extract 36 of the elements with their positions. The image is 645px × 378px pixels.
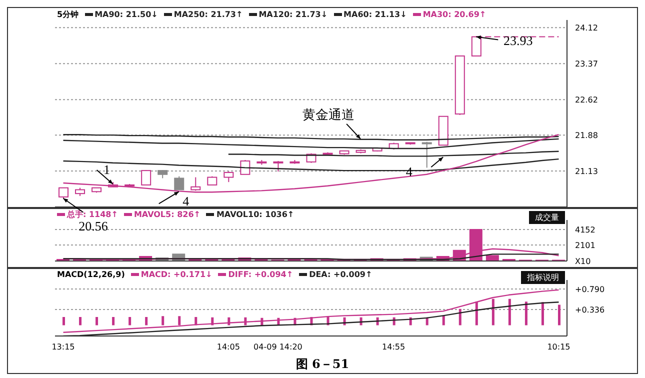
y-tick-label: 24.12 <box>575 24 598 33</box>
y-tick-label: +0.790 <box>575 284 605 294</box>
legend-label: MA60: 21.13↓ <box>342 10 407 19</box>
legend-label: MA120: 21.73↓ <box>258 10 328 19</box>
annotation: 23.93 <box>504 32 533 48</box>
legend-label: DIFF: +0.094↑ <box>227 270 294 279</box>
y-tick-label: 21.13 <box>575 166 598 176</box>
y-tick-label: 21.88 <box>575 130 598 140</box>
annotation: 20.56 <box>78 218 108 234</box>
legend-label: MA30: 20.69↑ <box>422 10 486 19</box>
legend-label: MACD: +0.171↓ <box>140 270 212 279</box>
y-tick-label: +0.336 <box>575 305 605 314</box>
y-tick-label: 23.37 <box>575 59 598 68</box>
annotation: 黄金通道 <box>302 106 355 122</box>
chart-title: 5分钟 <box>57 10 79 19</box>
y-tick-label: 2101 <box>575 240 596 250</box>
legend-label: MA250: 21.73↑ <box>172 10 243 19</box>
annotation: 成交量 <box>529 211 565 224</box>
annotation: 1 <box>104 162 110 177</box>
x-tick-label: 04-09 14:20 <box>254 342 302 352</box>
annotation: 4 <box>182 194 190 209</box>
x-tick-label: 14:05 <box>216 342 240 352</box>
annotation: 指标说明 <box>521 271 565 284</box>
chart-title: MACD(12,26,9) <box>57 270 125 279</box>
legend-label: DEA: +0.009↑ <box>308 270 372 279</box>
y-tick-label: 4152 <box>575 225 596 234</box>
y-tick-label: X10 <box>575 256 591 266</box>
caption: 图 6－51 <box>294 356 350 373</box>
legend-label: MAVOL10: 1036↑ <box>215 210 294 219</box>
legend-label: 总手: 1148↑ <box>66 210 118 219</box>
x-tick-label: 13:15 <box>52 342 75 352</box>
legend-label: MAVOL5: 826↑ <box>132 210 200 219</box>
x-tick-label: 10:15 <box>547 342 570 352</box>
y-tick-label: 22.62 <box>575 95 598 104</box>
x-tick-label: 14:55 <box>382 342 406 352</box>
legend-label: MA90: 21.50↓ <box>94 10 158 19</box>
